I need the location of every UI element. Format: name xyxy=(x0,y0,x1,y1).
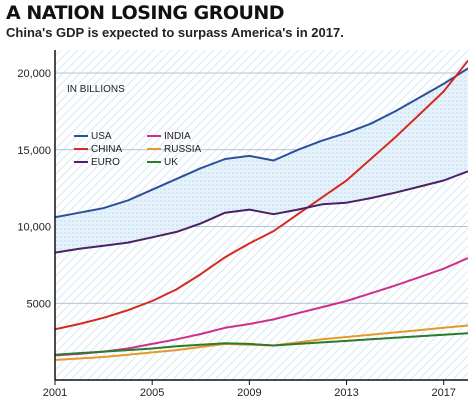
tick-labels: 5000 10,000 15,000 20,000 2001 2005 2009 2013 20… xyxy=(17,68,456,399)
shaded-band xyxy=(55,68,468,253)
y-tick-label: 5000 xyxy=(27,298,51,310)
x-tick-label: 2005 xyxy=(140,387,164,399)
legend-label-china: CHINA xyxy=(91,144,122,155)
legend-label-euro: EURO xyxy=(91,157,120,168)
series-line-usa xyxy=(55,67,468,219)
chart-subtitle: China's GDP is expected to surpass Ameri… xyxy=(6,25,344,40)
y-tick-label: 15,000 xyxy=(17,145,51,157)
usa-euro-band xyxy=(55,68,468,253)
series-line-uk xyxy=(55,332,468,356)
y-axis-unit-label: IN BILLIONS xyxy=(67,84,125,95)
x-tick-label: 2017 xyxy=(431,387,455,399)
series-line-euro xyxy=(55,170,468,254)
series-line-china xyxy=(55,60,468,331)
x-tick-label: 2013 xyxy=(334,387,358,399)
legend: USA CHINA EURO INDIA RUSSIA UK xyxy=(74,131,202,168)
y-tick-label: 20,000 xyxy=(17,68,51,80)
series-lines xyxy=(55,60,468,362)
axes xyxy=(54,50,468,385)
legend-label-uk: UK xyxy=(164,157,178,168)
chart-title: A NATION LOSING GROUND xyxy=(6,2,285,24)
legend-label-india: INDIA xyxy=(164,131,191,142)
y-tick-label: 10,000 xyxy=(17,222,51,234)
x-tick-label: 2009 xyxy=(237,387,261,399)
x-tick-label: 2001 xyxy=(43,387,67,399)
legend-label-usa: USA xyxy=(91,131,112,142)
legend-label-russia: RUSSIA xyxy=(164,144,202,155)
